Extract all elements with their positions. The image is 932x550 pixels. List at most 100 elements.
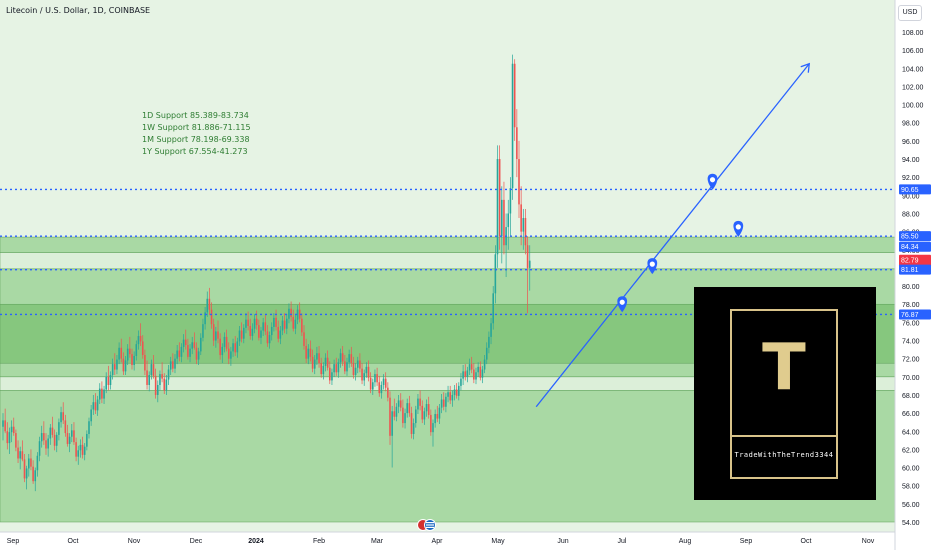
candle-body	[397, 400, 400, 407]
x-tick-label: Nov	[862, 538, 875, 545]
candle-body	[382, 378, 385, 385]
candle-body	[402, 407, 404, 424]
x-tick-label: Apr	[432, 538, 444, 545]
candle-body	[421, 405, 424, 420]
candle-body	[496, 159, 499, 255]
logo-text: TradeWithTheTrend3344	[734, 451, 834, 459]
x-tick-label: Aug	[679, 538, 692, 545]
trend-line-drawing[interactable]	[535, 62, 811, 408]
candle-body	[200, 337, 202, 352]
candle-body	[513, 63, 516, 128]
x-tick-label: Feb	[313, 538, 325, 545]
candle-body	[187, 345, 189, 357]
candle-body	[408, 403, 411, 414]
x-tick-label: 2024	[248, 538, 264, 545]
candle-body	[109, 375, 112, 385]
candle-body	[129, 348, 131, 355]
candle-body	[331, 372, 333, 381]
candle-body	[30, 458, 32, 467]
candle-body	[38, 441, 41, 456]
candle-body	[28, 458, 30, 469]
candle-body	[341, 353, 344, 362]
candle-body	[266, 331, 269, 344]
y-tick-label: 104.00	[902, 66, 924, 73]
candle-body	[404, 413, 406, 424]
candle-body	[159, 374, 161, 385]
x-tick-label: Oct	[68, 538, 79, 545]
candle-body	[324, 357, 327, 366]
candle-body	[107, 376, 110, 385]
candle-body	[197, 351, 200, 360]
candle-body	[281, 320, 284, 331]
candle-body	[240, 330, 243, 339]
price-label-text: 76.87	[901, 312, 919, 319]
candle-body	[150, 364, 153, 375]
price-label-text: 84.34	[901, 244, 919, 251]
y-tick-label: 68.00	[902, 393, 920, 400]
candle-body	[391, 411, 393, 436]
candle-body	[126, 348, 129, 361]
candle-body	[120, 347, 123, 359]
support-zone	[0, 236, 896, 253]
candle-body	[195, 347, 198, 360]
candle-body	[262, 322, 264, 331]
candle-body	[58, 422, 60, 435]
candle-body	[178, 350, 181, 357]
candle-body	[479, 366, 482, 378]
candle-body	[344, 361, 346, 372]
candle-body	[270, 326, 273, 336]
x-tick-label: Mar	[371, 538, 384, 545]
candle-body	[466, 370, 469, 377]
candle-body	[376, 374, 378, 383]
candle-body	[122, 358, 125, 372]
candle-body	[415, 409, 417, 424]
candle-body	[215, 331, 217, 341]
price-label-bg	[899, 184, 931, 195]
candle-body	[511, 63, 514, 189]
y-tick-label: 108.00	[902, 30, 924, 37]
y-tick-label: 72.00	[902, 357, 920, 364]
candle-body	[98, 388, 101, 400]
candle-body	[522, 218, 525, 232]
candle-body	[498, 159, 501, 237]
currency-selector[interactable]: USD	[898, 5, 922, 21]
candle-body	[406, 403, 408, 414]
candle-body	[94, 402, 97, 411]
x-tick-label: Sep	[7, 538, 20, 545]
candle-body	[432, 423, 434, 433]
candle-body	[286, 318, 288, 329]
candle-body	[296, 309, 299, 320]
candle-body	[339, 353, 342, 363]
candle-body	[15, 433, 17, 448]
candle-body	[243, 327, 245, 339]
candle-body	[64, 420, 67, 434]
candle-body	[507, 213, 510, 228]
candle-body	[292, 316, 295, 329]
candle-body	[492, 293, 494, 324]
candle-body	[212, 324, 215, 341]
y-tick-label: 54.00	[902, 520, 920, 527]
candle-body	[374, 374, 376, 383]
candle-body	[51, 427, 54, 435]
candle-body	[460, 378, 462, 386]
support-line-1w: 1W Support 81.886-71.115	[142, 123, 251, 132]
candle-body	[251, 328, 254, 336]
candle-body	[53, 434, 56, 446]
candle-body	[249, 326, 252, 336]
candle-body	[116, 359, 118, 370]
candle-body	[19, 451, 21, 459]
candle-body	[180, 346, 183, 357]
candle-body	[206, 298, 209, 313]
candle-body	[172, 361, 174, 369]
candle-body	[494, 254, 497, 294]
support-line-1y: 1Y Support 67.554-41.273	[142, 147, 248, 156]
candle-body	[445, 396, 447, 407]
events-flag-icon[interactable]	[417, 518, 437, 532]
candle-body	[462, 371, 464, 379]
candle-body	[268, 335, 271, 344]
price-label-tag: 76.87	[899, 309, 931, 320]
brand-logo: T TradeWithTheTrend3344	[694, 287, 876, 500]
candle-body	[8, 432, 11, 444]
candle-body	[481, 369, 484, 378]
candle-body	[380, 384, 383, 394]
